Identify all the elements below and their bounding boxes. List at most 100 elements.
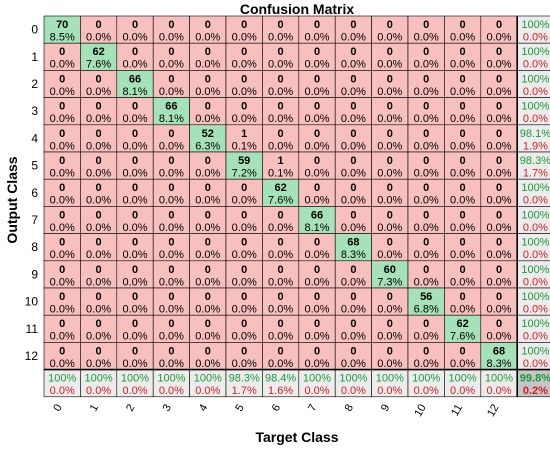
cell-percent: 0.0%: [122, 59, 147, 71]
cell-count: 0: [387, 128, 393, 140]
cell-percent: 0.0%: [50, 331, 75, 343]
cell-background: [407, 233, 445, 262]
cell-percent: 0.0%: [159, 304, 184, 316]
summary-error-percent: 0.0%: [523, 86, 548, 98]
cell-count: 0: [460, 345, 466, 357]
cell-percent: 0.0%: [486, 304, 511, 316]
cell-background: [116, 314, 154, 343]
cell-count: 0: [278, 128, 284, 140]
cell-background: [116, 97, 154, 126]
cell-percent: 0.0%: [195, 86, 220, 98]
matrix-cell: 00.0%: [480, 233, 518, 262]
matrix-cell: 00.0%: [43, 97, 81, 126]
summary-error-percent: 0.0%: [523, 276, 548, 288]
cell-percent: 0.0%: [268, 59, 293, 71]
matrix-cell: 00.0%: [480, 178, 518, 207]
cell-percent: 0.0%: [195, 168, 220, 180]
cell-count: 0: [350, 291, 356, 303]
matrix-cell: 00.0%: [298, 178, 336, 207]
cell-count: 0: [59, 291, 65, 303]
cell-percent: 0.0%: [450, 59, 475, 71]
cell-background: [298, 287, 336, 316]
cell-percent: 0.0%: [86, 140, 111, 152]
cell-percent: 0.0%: [377, 358, 402, 370]
cell-count: 0: [314, 182, 320, 194]
cell-percent: 0.0%: [268, 222, 293, 234]
cell-count: 0: [314, 46, 320, 58]
matrix-cell: 98.1%1.9%: [516, 124, 550, 153]
cell-percent: 0.0%: [341, 59, 366, 71]
cell-percent: 0.0%: [450, 168, 475, 180]
cell-background: [298, 369, 336, 398]
cell-background: [334, 369, 372, 398]
matrix-cell: 00.0%: [334, 15, 372, 44]
cell-count: 1: [241, 128, 247, 140]
x-axis-label: Target Class: [256, 429, 339, 445]
cell-background: [225, 70, 263, 98]
cell-percent: 0.0%: [232, 276, 257, 288]
cell-percent: 6.3%: [195, 140, 220, 152]
matrix-cell: 00.0%: [116, 260, 154, 289]
cell-count: 62: [92, 46, 104, 58]
cell-count: 0: [59, 46, 65, 58]
matrix-cell: 00.0%: [116, 97, 154, 126]
cell-percent: 0.0%: [86, 168, 111, 180]
cell-background: [152, 124, 190, 153]
matrix-cell: 00.0%: [298, 233, 336, 262]
matrix-cell: 00.0%: [298, 124, 336, 153]
cell-count: 0: [423, 182, 429, 194]
cell-background: [407, 206, 445, 234]
cell-percent: 0.0%: [159, 32, 184, 44]
cell-count: 0: [387, 237, 393, 249]
matrix-cell: 00.0%: [43, 42, 81, 71]
cell-percent: 0.0%: [122, 276, 147, 288]
cell-percent: 0.0%: [159, 195, 184, 207]
cell-percent: 0.0%: [450, 140, 475, 152]
x-tick-label: 5: [233, 402, 246, 413]
cell-count: 0: [241, 264, 247, 276]
cell-percent: 0.0%: [450, 358, 475, 370]
matrix-cell: 00.0%: [116, 15, 154, 44]
cell-count: 0: [205, 73, 211, 85]
cell-percent: 0.0%: [195, 304, 220, 316]
matrix-cell: 00.0%: [152, 287, 190, 316]
cell-background: [334, 233, 372, 262]
y-tick-label: 7: [31, 213, 38, 227]
cell-background: [371, 287, 409, 316]
summary-correct-percent: 100%: [521, 182, 549, 194]
cell-count: 68: [347, 237, 359, 249]
matrix-cell: 100%0.0%: [371, 369, 409, 398]
cell-count: 0: [314, 128, 320, 140]
cell-count: 0: [59, 209, 65, 221]
cell-count: 0: [168, 155, 174, 167]
cell-count: 0: [314, 101, 320, 113]
cell-count: 59: [238, 155, 250, 167]
matrix-cell: 98.3%1.7%: [225, 369, 263, 398]
cell-background: [371, 15, 409, 44]
cell-count: 0: [132, 182, 138, 194]
cell-background: [43, 342, 81, 370]
summary-error-percent: 0.0%: [523, 331, 548, 343]
matrix-cell: 00.0%: [225, 287, 263, 316]
cell-percent: 0.0%: [304, 140, 329, 152]
cell-percent: 0.0%: [122, 222, 147, 234]
cell-count: 0: [278, 345, 284, 357]
cell-count: 0: [168, 19, 174, 31]
cell-count: 0: [350, 155, 356, 167]
matrix-cell: 00.0%: [43, 314, 81, 343]
cell-percent: 0.0%: [159, 249, 184, 261]
summary-correct-percent: 98.4%: [265, 373, 296, 385]
cell-percent: 0.0%: [86, 276, 111, 288]
matrix-cell: 627.6%: [80, 42, 118, 71]
y-tick-label: 11: [26, 322, 39, 336]
cell-count: 0: [314, 73, 320, 85]
cell-background: [43, 15, 81, 44]
cell-percent: 0.0%: [304, 113, 329, 125]
cell-background: [225, 97, 263, 126]
cell-background: [189, 42, 227, 71]
summary-error-percent: 0.0%: [50, 385, 75, 397]
matrix-cell: 00.0%: [152, 124, 190, 153]
summary-error-percent: 1.7%: [232, 385, 257, 397]
cell-count: 0: [423, 209, 429, 221]
cell-percent: 8.1%: [122, 86, 147, 98]
